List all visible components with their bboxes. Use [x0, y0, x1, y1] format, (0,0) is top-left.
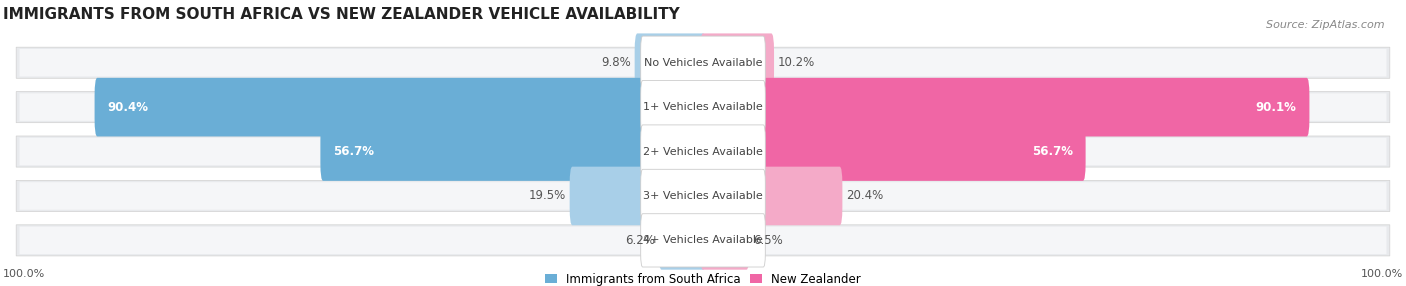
Text: 100.0%: 100.0%: [1361, 269, 1403, 279]
FancyBboxPatch shape: [17, 47, 1389, 78]
Text: 100.0%: 100.0%: [3, 269, 45, 279]
Text: 90.1%: 90.1%: [1256, 101, 1296, 114]
FancyBboxPatch shape: [700, 122, 1085, 181]
FancyBboxPatch shape: [641, 125, 765, 178]
Text: 90.4%: 90.4%: [107, 101, 148, 114]
FancyBboxPatch shape: [17, 225, 1389, 256]
FancyBboxPatch shape: [641, 36, 765, 90]
Text: 56.7%: 56.7%: [333, 145, 374, 158]
FancyBboxPatch shape: [20, 138, 1386, 165]
FancyBboxPatch shape: [17, 180, 1389, 212]
Text: 19.5%: 19.5%: [529, 189, 565, 202]
Text: 3+ Vehicles Available: 3+ Vehicles Available: [643, 191, 763, 201]
FancyBboxPatch shape: [17, 92, 1389, 123]
Text: 6.5%: 6.5%: [754, 234, 783, 247]
Text: 6.2%: 6.2%: [624, 234, 655, 247]
FancyBboxPatch shape: [641, 214, 765, 267]
FancyBboxPatch shape: [321, 122, 706, 181]
Text: 56.7%: 56.7%: [1032, 145, 1073, 158]
Text: 10.2%: 10.2%: [778, 56, 815, 69]
FancyBboxPatch shape: [20, 227, 1386, 254]
FancyBboxPatch shape: [20, 49, 1386, 76]
FancyBboxPatch shape: [659, 211, 706, 270]
Legend: Immigrants from South Africa, New Zealander: Immigrants from South Africa, New Zealan…: [546, 273, 860, 286]
Text: 1+ Vehicles Available: 1+ Vehicles Available: [643, 102, 763, 112]
FancyBboxPatch shape: [20, 182, 1386, 210]
FancyBboxPatch shape: [634, 33, 706, 92]
FancyBboxPatch shape: [641, 169, 765, 223]
Text: 2+ Vehicles Available: 2+ Vehicles Available: [643, 146, 763, 156]
FancyBboxPatch shape: [17, 136, 1389, 167]
Text: Source: ZipAtlas.com: Source: ZipAtlas.com: [1267, 20, 1385, 30]
Text: IMMIGRANTS FROM SOUTH AFRICA VS NEW ZEALANDER VEHICLE AVAILABILITY: IMMIGRANTS FROM SOUTH AFRICA VS NEW ZEAL…: [3, 7, 679, 22]
FancyBboxPatch shape: [700, 167, 842, 225]
FancyBboxPatch shape: [94, 78, 706, 136]
FancyBboxPatch shape: [20, 93, 1386, 121]
FancyBboxPatch shape: [700, 78, 1309, 136]
Text: 20.4%: 20.4%: [846, 189, 883, 202]
FancyBboxPatch shape: [641, 80, 765, 134]
FancyBboxPatch shape: [700, 33, 775, 92]
Text: No Vehicles Available: No Vehicles Available: [644, 58, 762, 68]
FancyBboxPatch shape: [700, 211, 749, 270]
Text: 4+ Vehicles Available: 4+ Vehicles Available: [643, 235, 763, 245]
Text: 9.8%: 9.8%: [600, 56, 631, 69]
FancyBboxPatch shape: [569, 167, 706, 225]
